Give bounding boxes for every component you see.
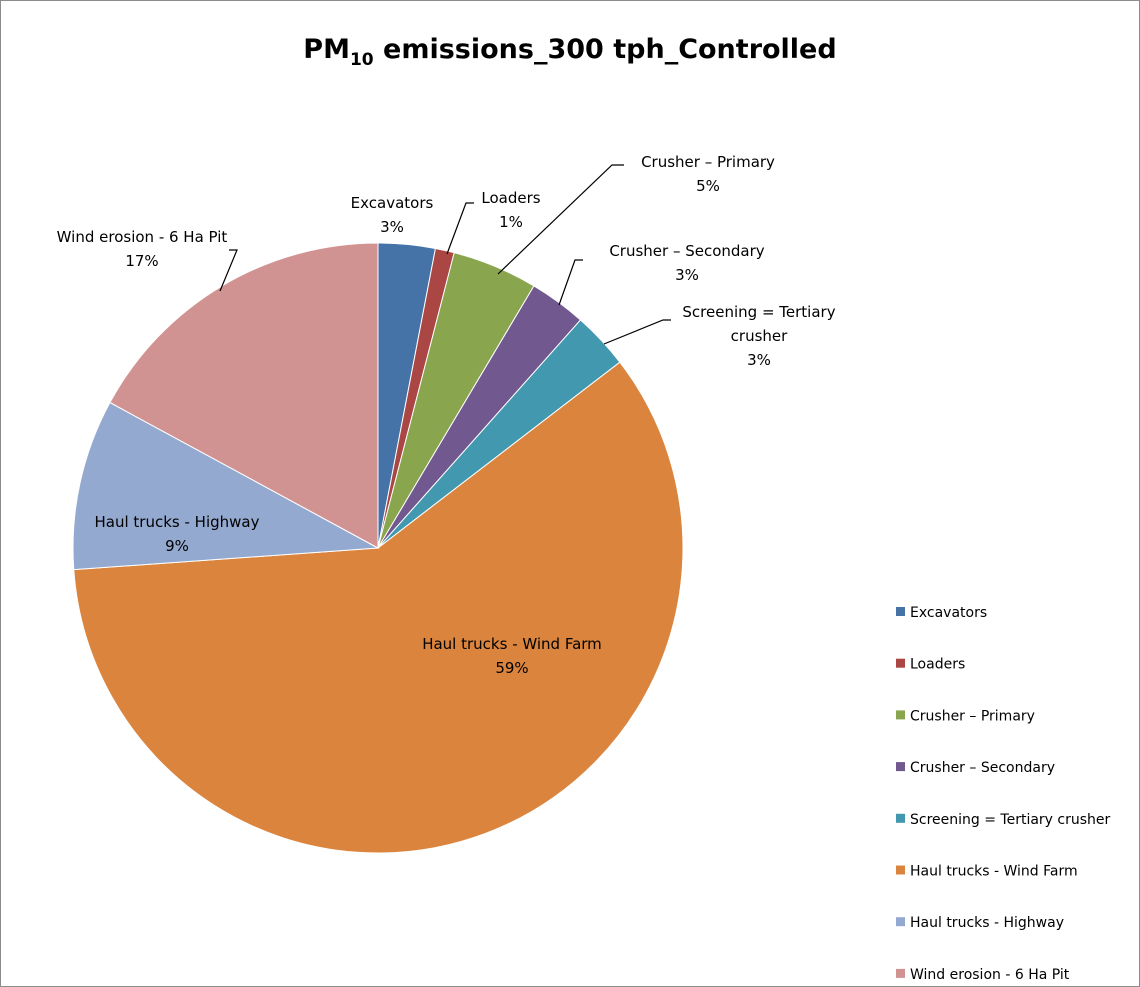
leader-line-4 <box>603 319 671 345</box>
legend-swatch-6 <box>896 917 905 927</box>
leader-line-1 <box>446 202 474 255</box>
legend-swatch-2 <box>896 710 905 720</box>
legend-label-5: Haul trucks - Wind Farm <box>910 864 1078 880</box>
data-label-4: Screening = Tertiary crusher 3% <box>682 303 835 369</box>
legend-label-0: Excavators <box>910 605 987 621</box>
leader-line-3 <box>558 259 583 306</box>
legend: Excavators Loaders Crusher – Primary Crushe… <box>896 605 1111 983</box>
legend-label-1: Loaders <box>910 657 965 673</box>
legend-swatch-5 <box>896 865 905 875</box>
legend-swatch-4 <box>896 813 905 823</box>
leader-line-2 <box>497 164 624 275</box>
data-label-7: Wind erosion - 6 Ha Pit 17% <box>57 228 228 270</box>
data-label-2: Crusher – Primary 5% <box>641 153 775 195</box>
pie-slice-6[interactable] <box>72 401 380 571</box>
legend-swatch-3 <box>896 762 905 772</box>
legend-label-7: Wind erosion - 6 Ha Pit <box>910 967 1070 983</box>
data-label-1: Loaders 1% <box>481 189 540 231</box>
legend-swatch-0 <box>896 607 905 616</box>
chart-title: PM10 emissions_300 tph_Controlled <box>303 34 836 70</box>
data-label-6: Haul trucks - Highway 9% <box>95 513 260 555</box>
data-labels: Excavators 3% Loaders 1% Crusher – Primary 5%… <box>57 153 836 677</box>
data-label-3: Crusher – Secondary 3% <box>609 242 764 284</box>
data-label-0: Excavators 3% <box>351 194 434 236</box>
legend-swatch-1 <box>896 658 905 668</box>
data-label-5: Haul trucks - Wind Farm 59% <box>422 635 602 677</box>
legend-label-3: Crusher – Secondary <box>910 760 1055 776</box>
legend-swatch-7 <box>896 968 905 978</box>
legend-label-2: Crusher – Primary <box>910 708 1035 724</box>
legend-label-6: Haul trucks - Highway <box>910 915 1064 931</box>
leader-line-7 <box>219 249 238 292</box>
pie-slices <box>72 242 684 854</box>
label-leader-lines <box>219 164 671 345</box>
pie-slice-5[interactable] <box>73 361 684 854</box>
legend-label-4: Screening = Tertiary crusher <box>910 812 1111 828</box>
